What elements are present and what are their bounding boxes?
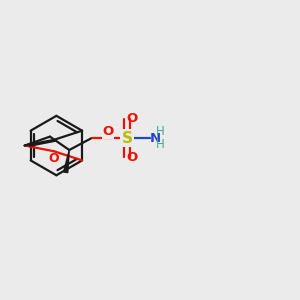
Text: O: O xyxy=(126,151,138,164)
Text: O: O xyxy=(49,152,59,165)
Text: O: O xyxy=(126,112,138,125)
Text: O: O xyxy=(102,125,113,138)
Text: H: H xyxy=(155,125,164,138)
Polygon shape xyxy=(64,150,69,172)
Text: N: N xyxy=(150,132,161,145)
Text: S: S xyxy=(122,130,133,146)
Text: H: H xyxy=(155,138,164,151)
